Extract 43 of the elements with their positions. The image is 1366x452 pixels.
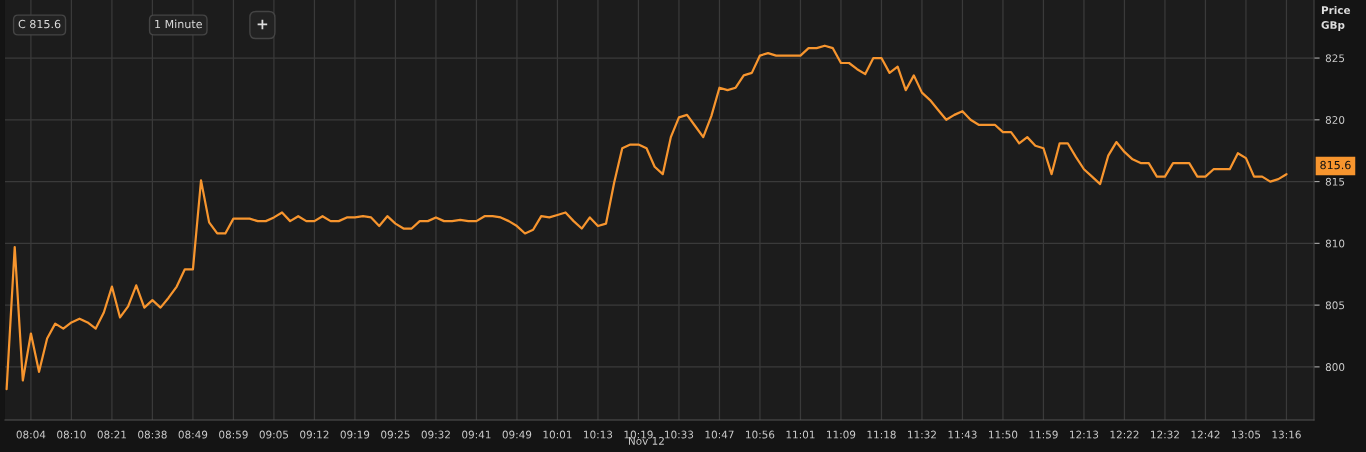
- x-tick-label: 11:18: [867, 430, 896, 439]
- x-tick-label: 09:32: [421, 430, 450, 439]
- y-tick-label: 820: [1325, 116, 1345, 124]
- annotation: C 815.6: [18, 19, 61, 29]
- x-tick-label: 11:32: [908, 430, 936, 439]
- x-tick-label: 13:16: [1272, 430, 1301, 439]
- x-tick-label: 10:33: [665, 430, 694, 439]
- x-tick-label: 11:09: [827, 430, 856, 439]
- y-tick-label: 810: [1325, 239, 1345, 248]
- y-tick-label: 825: [1325, 54, 1345, 63]
- x-tick-label: 08:21: [97, 430, 126, 439]
- x-tick-label: 08:04: [16, 430, 46, 439]
- x-tick-label: 08:38: [138, 430, 167, 439]
- y-tick-label: 800: [1325, 363, 1345, 371]
- x-tick-label: 11:59: [1029, 430, 1058, 439]
- text: 815.6: [1320, 160, 1351, 170]
- x-tick-label: 12:22: [1110, 430, 1139, 439]
- x-tick-label: 12:42: [1191, 430, 1220, 439]
- x-tick-label: 09:05: [259, 430, 289, 439]
- annotation: 1 Minute: [155, 19, 202, 29]
- line-series: [5, 44, 1288, 391]
- x-tick-label: 09:41: [462, 430, 491, 439]
- x-tick-label: 09:25: [381, 430, 410, 439]
- x-tick-label: 11:50: [989, 430, 1018, 439]
- x-tick-label: 11:43: [948, 430, 977, 439]
- x-tick-label: 12:32: [1151, 430, 1179, 439]
- x-tick-label: 10:47: [705, 430, 734, 439]
- x-tick-label: 09:19: [340, 430, 370, 439]
- x-tick-label: 09:12: [300, 430, 329, 439]
- x-tick-label: 08:49: [178, 430, 208, 439]
- x-tick-label: 10:56: [746, 430, 775, 439]
- x-tick-label: 08:59: [219, 430, 248, 439]
- y-axis-title: Price GBp: [1321, 6, 1351, 31]
- x-tick-label: 08:10: [57, 430, 86, 439]
- x-tick-label: 10:13: [584, 430, 613, 439]
- x-tick-label: 09:49: [502, 430, 532, 439]
- y-tick-label: 805: [1325, 301, 1345, 310]
- x-tick-label: 12:13: [1070, 430, 1099, 439]
- y-tick-label: 815: [1325, 177, 1345, 186]
- x-tick-label: 13:05: [1232, 430, 1261, 439]
- annotation: +: [257, 19, 268, 30]
- x-tick-label: 10:01: [543, 430, 572, 439]
- x-tick-label: 11:01: [786, 430, 815, 439]
